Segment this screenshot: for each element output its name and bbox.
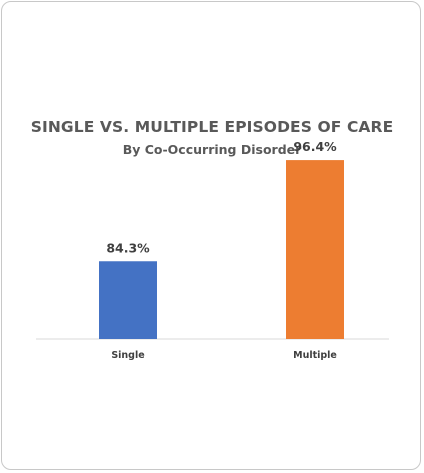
chart-subtitle: By Co-Occurring Disorder <box>122 142 302 157</box>
bar-multiple <box>286 160 344 339</box>
tick-label-multiple: Multiple <box>293 350 337 361</box>
chart-title: SINGLE VS. MULTIPLE EPISODES OF CARE <box>30 118 394 136</box>
data-label-single: 84.3% <box>106 240 150 255</box>
tick-label-single: Single <box>111 350 144 361</box>
bar-single <box>99 261 157 339</box>
data-label-multiple: 96.4% <box>293 139 337 154</box>
